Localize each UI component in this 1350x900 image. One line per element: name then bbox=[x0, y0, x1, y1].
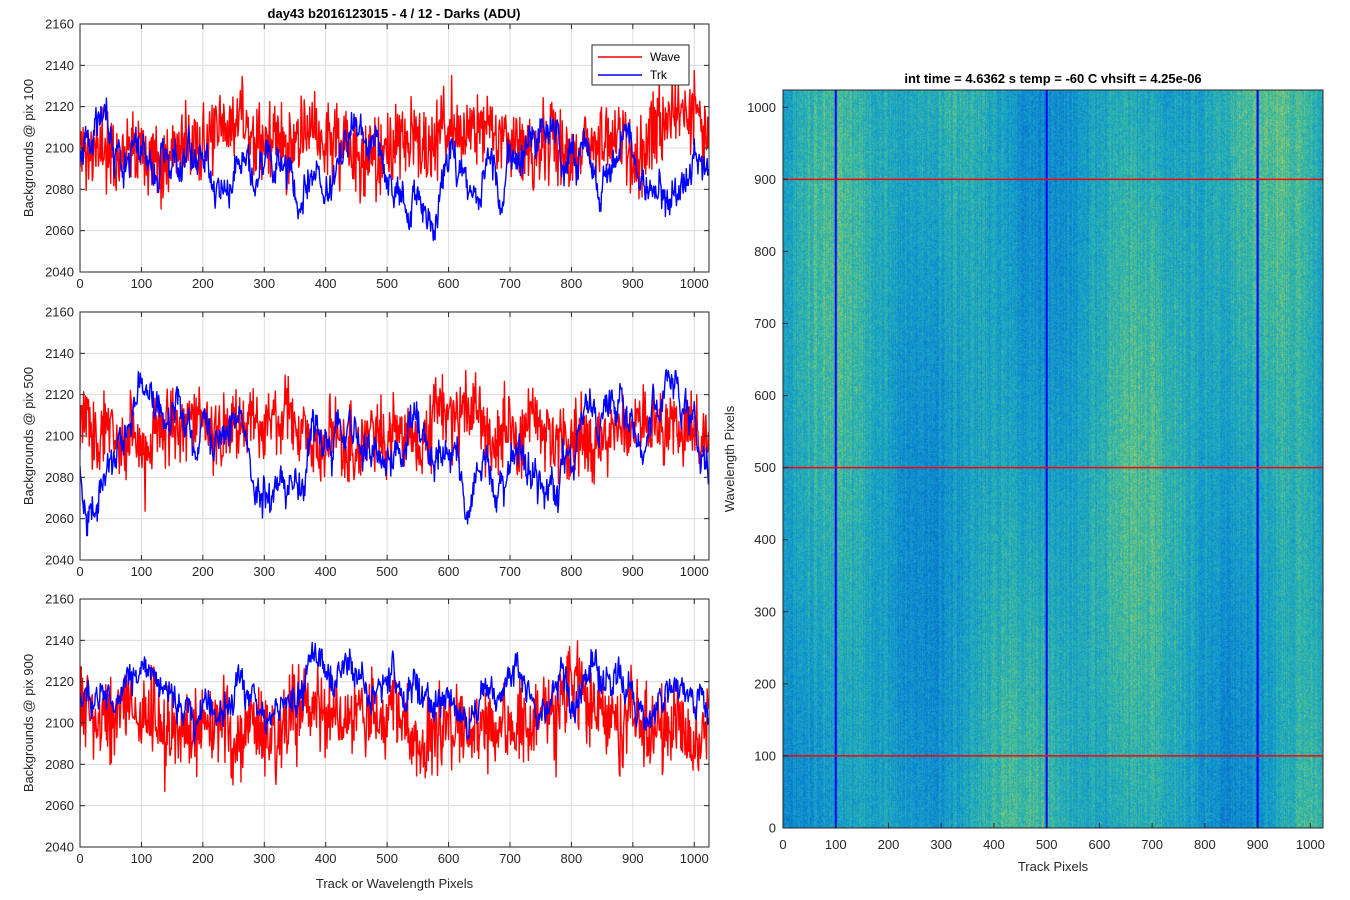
heatmap-image bbox=[783, 90, 1323, 828]
x-tick-label: 800 bbox=[561, 564, 583, 579]
heatmap-y-axis-label: Wavelength Pixels bbox=[722, 405, 737, 512]
heatmap-panel: int time = 4.6362 s temp = -60 C vhsift … bbox=[722, 71, 1325, 874]
legend-label-wave: Wave bbox=[650, 50, 681, 64]
y-tick-label: 900 bbox=[754, 172, 776, 187]
x-tick-label: 500 bbox=[376, 564, 398, 579]
x-tick-label: 200 bbox=[192, 564, 214, 579]
x-tick-label: 600 bbox=[1089, 837, 1111, 852]
x-tick-label: 500 bbox=[376, 276, 398, 291]
y-tick-label: 2120 bbox=[45, 99, 74, 114]
heatmap-x-axis-label: Track Pixels bbox=[1018, 859, 1089, 874]
y-tick-label: 2080 bbox=[45, 470, 74, 485]
line-panel-pix-100: 0 100 200 300 400 500 600 700 800 900 1000 2040 2060… bbox=[21, 17, 710, 291]
y-tick-label: 0 bbox=[769, 821, 776, 836]
series-line-trk bbox=[80, 97, 709, 242]
y-tick-label: 2080 bbox=[45, 757, 74, 772]
x-tick-label: 200 bbox=[878, 837, 900, 852]
x-tick-label: 500 bbox=[1036, 837, 1058, 852]
x-tick-label: 1000 bbox=[1296, 837, 1325, 852]
x-tick-label: 0 bbox=[779, 837, 786, 852]
y-tick-label: 600 bbox=[754, 388, 776, 403]
x-tick-label: 300 bbox=[253, 276, 275, 291]
y-axis-label: Backgrounds @ pix 900 bbox=[21, 654, 36, 792]
y-tick-label: 2060 bbox=[45, 511, 74, 526]
x-tick-label: 400 bbox=[983, 837, 1005, 852]
y-tick-label: 2100 bbox=[45, 141, 74, 156]
x-tick-label: 1000 bbox=[680, 851, 709, 866]
series-line-trk bbox=[80, 641, 709, 745]
x-tick-label: 600 bbox=[438, 276, 460, 291]
x-tick-label: 900 bbox=[1247, 837, 1269, 852]
legend-label-trk: Trk bbox=[650, 68, 668, 82]
x-tick-label: 100 bbox=[825, 837, 847, 852]
x-tick-label: 0 bbox=[76, 851, 83, 866]
y-axis-label: Backgrounds @ pix 500 bbox=[21, 367, 36, 505]
y-tick-label: 2160 bbox=[45, 592, 74, 607]
x-tick-label: 100 bbox=[131, 276, 153, 291]
y-tick-label: 300 bbox=[754, 604, 776, 619]
series-line-trk bbox=[80, 369, 709, 537]
y-tick-label: 2160 bbox=[45, 305, 74, 320]
x-tick-label: 800 bbox=[1194, 837, 1216, 852]
x-tick-label: 900 bbox=[622, 564, 644, 579]
y-tick-label: 500 bbox=[754, 460, 776, 475]
x-tick-label: 500 bbox=[376, 851, 398, 866]
y-tick-label: 2100 bbox=[45, 716, 74, 731]
y-tick-label: 700 bbox=[754, 316, 776, 331]
y-tick-label: 100 bbox=[754, 748, 776, 763]
x-tick-label: 600 bbox=[438, 564, 460, 579]
y-tick-label: 2080 bbox=[45, 182, 74, 197]
line-panel-pix-900: 0 100 200 300 400 500 600 700 800 900 1000 2040 2060… bbox=[21, 592, 710, 891]
y-tick-label: 400 bbox=[754, 532, 776, 547]
y-tick-label: 2140 bbox=[45, 633, 74, 648]
legend: Wave Trk bbox=[591, 44, 690, 86]
x-tick-label: 200 bbox=[192, 851, 214, 866]
x-tick-label: 600 bbox=[438, 851, 460, 866]
heatmap-title: int time = 4.6362 s temp = -60 C vhsift … bbox=[904, 71, 1201, 86]
heatmap-axes-frame bbox=[782, 89, 1324, 829]
y-tick-label: 2100 bbox=[45, 429, 74, 444]
x-tick-label: 400 bbox=[315, 851, 337, 866]
x-tick-label: 300 bbox=[930, 837, 952, 852]
x-tick-label: 0 bbox=[76, 276, 83, 291]
x-tick-label: 1000 bbox=[680, 564, 709, 579]
y-axis-label: Backgrounds @ pix 100 bbox=[21, 79, 36, 217]
x-tick-label: 200 bbox=[192, 276, 214, 291]
y-tick-label: 2040 bbox=[45, 553, 74, 568]
x-tick-label: 1000 bbox=[680, 276, 709, 291]
x-tick-label: 900 bbox=[622, 276, 644, 291]
x-tick-label: 0 bbox=[76, 564, 83, 579]
y-tick-label: 2140 bbox=[45, 58, 74, 73]
x-tick-label: 900 bbox=[622, 851, 644, 866]
y-tick-label: 1000 bbox=[747, 100, 776, 115]
y-tick-label: 2160 bbox=[45, 17, 74, 32]
x-tick-label: 100 bbox=[131, 564, 153, 579]
x-tick-label: 400 bbox=[315, 564, 337, 579]
legend-box bbox=[591, 44, 690, 86]
x-tick-label: 400 bbox=[315, 276, 337, 291]
x-tick-label: 700 bbox=[499, 564, 521, 579]
series-line-wave bbox=[80, 69, 709, 210]
x-tick-label: 300 bbox=[253, 851, 275, 866]
y-tick-label: 2140 bbox=[45, 346, 74, 361]
y-tick-label: 2060 bbox=[45, 223, 74, 238]
x-tick-label: 300 bbox=[253, 564, 275, 579]
y-tick-label: 2040 bbox=[45, 265, 74, 280]
y-tick-label: 200 bbox=[754, 676, 776, 691]
y-tick-label: 2120 bbox=[45, 387, 74, 402]
line-panel-pix-500: 0 100 200 300 400 500 600 700 800 900 1000 2040 2060… bbox=[21, 305, 710, 579]
x-tick-label: 800 bbox=[561, 276, 583, 291]
x-axis-label: Track or Wavelength Pixels bbox=[316, 876, 474, 891]
x-tick-label: 700 bbox=[499, 276, 521, 291]
y-tick-label: 2120 bbox=[45, 674, 74, 689]
figure-title: day43 b2016123015 - 4 / 12 - Darks (ADU) bbox=[268, 6, 521, 21]
y-tick-label: 2060 bbox=[45, 798, 74, 813]
x-tick-label: 800 bbox=[561, 851, 583, 866]
x-tick-label: 100 bbox=[131, 851, 153, 866]
y-tick-label: 800 bbox=[754, 244, 776, 259]
x-tick-label: 700 bbox=[1141, 837, 1163, 852]
y-tick-label: 2040 bbox=[45, 840, 74, 855]
x-tick-label: 700 bbox=[499, 851, 521, 866]
